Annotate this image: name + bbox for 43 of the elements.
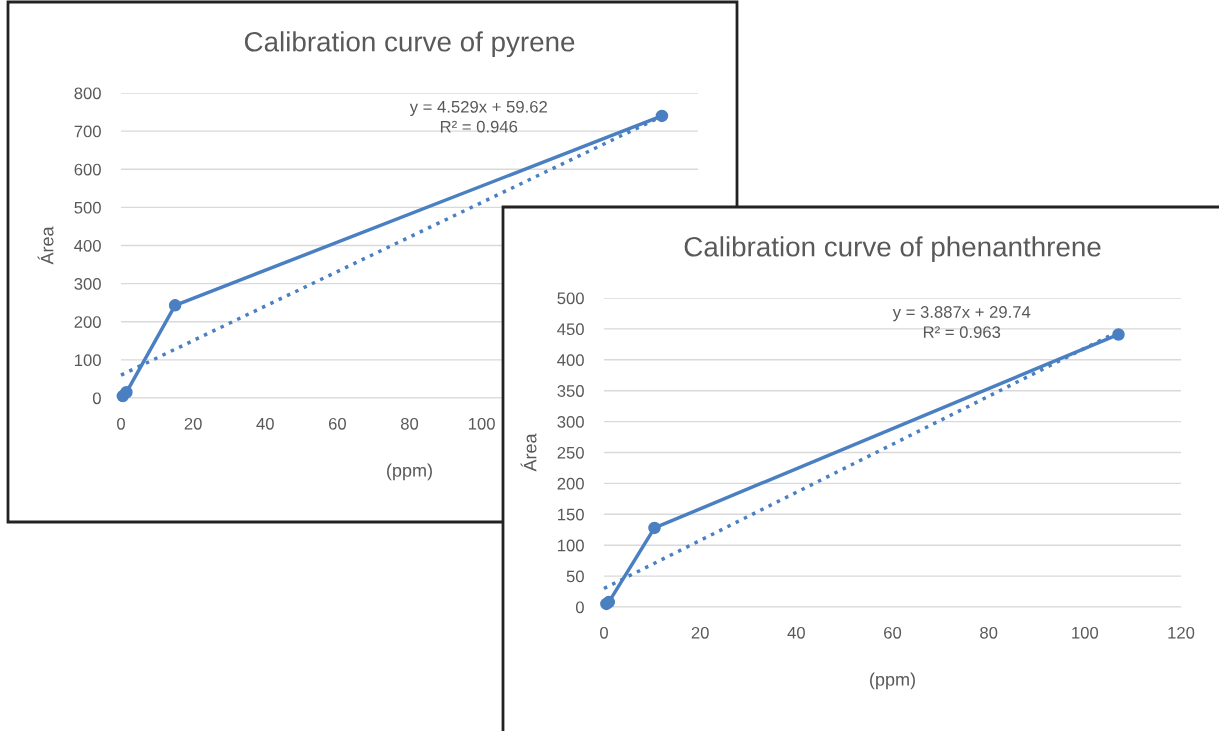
x-tick-label: 20 [691, 626, 709, 639]
y-tick-label: 0 [575, 601, 584, 614]
chart-title: Calibration curve of pyrene [244, 31, 575, 58]
x-tick-label: 0 [117, 417, 125, 430]
x-tick-label: 100 [468, 417, 495, 430]
y-axis-title: Área [37, 226, 54, 265]
x-tick-label: 80 [980, 626, 998, 639]
annotation: y = 3.887x + 29.74 [892, 306, 1031, 322]
y-tick-label: 500 [74, 201, 101, 214]
y-tick-label: 300 [557, 416, 584, 428]
y-tick-label: 350 [557, 385, 584, 397]
annotation: y = 4.529x + 59.62 [409, 100, 547, 117]
y-tick-label: 250 [557, 446, 584, 459]
y-tick-label: 800 [74, 87, 101, 100]
y-tick-label: 50 [566, 570, 584, 583]
y-tick-label: 400 [557, 354, 584, 366]
y-tick-label: 400 [74, 239, 101, 252]
x-tick-label: 40 [787, 626, 805, 639]
x-tick-label: 120 [1168, 626, 1195, 639]
annotation: R² = 0.963 [923, 326, 1001, 339]
y-tick-label: 150 [558, 508, 584, 521]
y-axis-title: Área [520, 433, 537, 472]
x-tick-label: 100 [1072, 626, 1099, 639]
chart-title: Calibration curve of phenanthrene [684, 236, 1101, 263]
x-tick-label: 40 [256, 417, 274, 430]
y-tick-label: 200 [557, 477, 584, 490]
y-tick-label: 500 [557, 292, 584, 305]
x-axis-title: (ppm) [387, 463, 432, 481]
y-tick-label: 100 [558, 539, 584, 552]
x-tick-label: 60 [884, 626, 902, 639]
x-tick-label: 20 [184, 417, 202, 430]
y-tick-label: 700 [74, 125, 101, 138]
y-tick-label: 200 [74, 316, 101, 328]
y-tick-label: 300 [74, 278, 101, 290]
x-tick-label: 60 [328, 417, 346, 430]
y-tick-label: 450 [557, 323, 584, 336]
x-axis-title: (ppm) [870, 672, 915, 690]
y-tick-label: 600 [74, 163, 101, 176]
y-tick-label: 100 [75, 354, 101, 367]
x-tick-label: 80 [400, 417, 419, 430]
y-tick-label: 0 [92, 392, 101, 405]
x-tick-label: 0 [600, 626, 608, 639]
annotation: R² = 0.946 [440, 120, 518, 133]
